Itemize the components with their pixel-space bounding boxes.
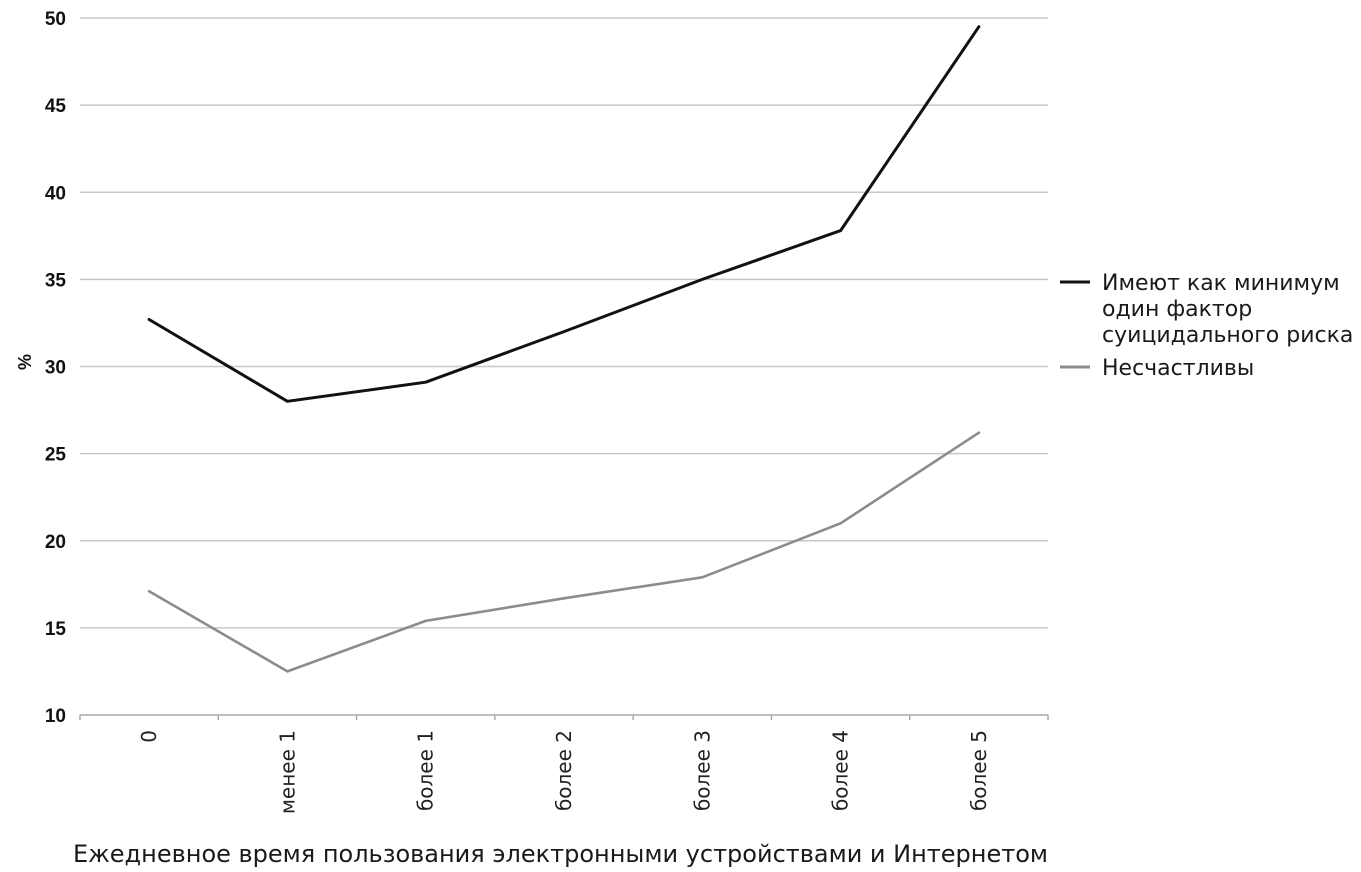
data-point [977, 431, 981, 434]
y-tick-label: 30 [45, 358, 66, 379]
legend-label: Имеют как минимум [1102, 271, 1340, 296]
legend-label: суицидального риска [1102, 323, 1353, 348]
series-line [147, 431, 981, 673]
data-point [286, 400, 289, 403]
x-tick-label: более 3 [690, 730, 714, 811]
series-line [147, 25, 981, 403]
legend-label: Несчастливы [1102, 356, 1254, 381]
y-tick-label: 40 [45, 183, 66, 204]
series-lines [147, 25, 981, 673]
data-point [701, 278, 704, 281]
y-tick-label: 35 [45, 270, 67, 291]
data-point [286, 670, 289, 673]
data-point [147, 590, 151, 593]
x-tick-label: 0 [137, 730, 161, 743]
y-tick-label: 45 [45, 96, 67, 117]
gridlines [80, 17, 1048, 716]
x-tick-label: более 2 [552, 730, 576, 811]
x-tick-label: более 4 [829, 730, 853, 811]
y-tick-label: 50 [45, 9, 66, 30]
data-point [424, 380, 427, 384]
data-point [562, 330, 566, 333]
data-point [562, 597, 566, 600]
x-axis-ticks: 0 менее 1 более 1 более 2 более 3 более 4 боле… [137, 730, 991, 814]
x-tick-label: более 1 [414, 730, 438, 811]
data-point [701, 576, 704, 579]
data-point [977, 25, 981, 28]
y-axis-label: % [14, 354, 34, 370]
y-tick-label: 20 [45, 532, 66, 553]
y-tick-label: 25 [45, 445, 67, 466]
x-tick-label: менее 1 [275, 730, 299, 814]
data-point [839, 229, 842, 232]
x-axis [79, 715, 1049, 720]
legend-label: один фактор [1102, 297, 1252, 322]
x-tick-label: более 5 [967, 730, 991, 811]
data-point [839, 522, 842, 525]
data-point [424, 619, 427, 623]
y-tick-label: 10 [45, 706, 66, 727]
y-axis-ticks: 10 15 20 25 30 35 40 45 50 [45, 9, 67, 727]
x-axis-label: Ежедневное время пользования электронным… [73, 840, 1048, 868]
y-tick-label: 15 [45, 619, 67, 640]
data-point [147, 318, 151, 321]
